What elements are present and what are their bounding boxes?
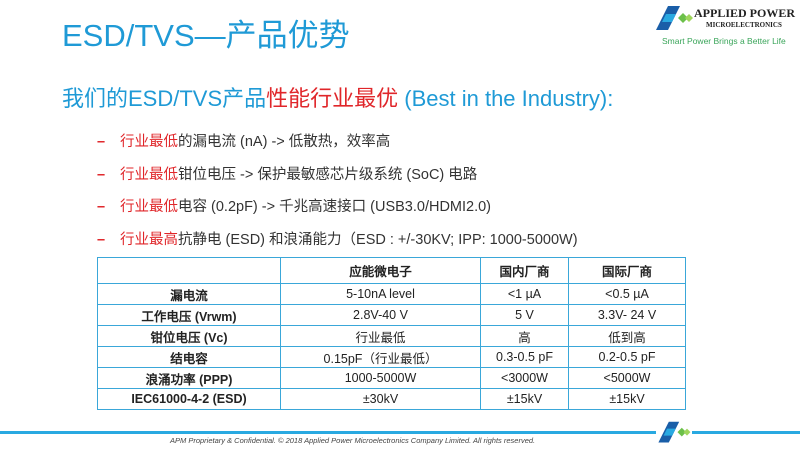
footer-divider	[0, 431, 800, 434]
slide-title: ESD/TVS—产品优势	[62, 18, 350, 53]
bullet-list: – 行业最低的漏电流 (nA) -> 低散热，效率高 – 行业最低钳位电压 -> 保…	[97, 132, 578, 262]
bullet-text: 的漏电流 (nA) -> 低散热，效率高	[178, 134, 391, 150]
row-label-cell: 工作电压 (Vrwm)	[97, 304, 281, 326]
section-heading: 我们的ESD/TVS产品性能行业最优 (Best in the Industry…	[62, 86, 613, 112]
heading-highlight: 性能行业最优	[266, 86, 399, 111]
table-row: 钳位电压 (Vc) 行业最低高低到高	[97, 325, 686, 347]
table-row: 结电容 0.15pF（行业最低） 0.3-0.5 pF 0.2-0.5 pF	[97, 346, 686, 368]
bullet-text: 钳位电压 -> 保护最敏感芯片级系统 (SoC) 电路	[178, 166, 478, 183]
table-cell: 0.2-0.5 pF	[568, 346, 686, 368]
table-header-row: 应能微电子 国内厂商 国际厂商	[97, 257, 686, 284]
table-cell: 0.3-0.5 pF	[480, 346, 569, 368]
table-cell: 低到高	[568, 325, 686, 347]
row-label-cell: IEC61000-4-2 (ESD)	[97, 388, 281, 410]
table-cell: ±30kV	[280, 388, 481, 410]
row-label-cell: 钳位电压 (Vc)	[97, 325, 281, 347]
bullet-item: – 行业最低电容 (0.2pF) -> 千兆高速接口 (USB3.0/HDMI2.…	[97, 197, 578, 230]
row-label-cell: 漏电流	[97, 283, 281, 305]
table-row: 漏电流 5-10nA level <1 µA <0.5 µA	[97, 283, 686, 305]
bullet-highlight: 行业最高	[120, 231, 178, 248]
table-cell: <3000W	[480, 367, 569, 389]
bullet-highlight: 行业最低	[120, 134, 178, 150]
footer-logo	[656, 420, 692, 446]
header-cell: 国内厂商	[480, 257, 569, 284]
header-cell: 应能微电子	[280, 257, 481, 284]
table-cell: 1000-5000W	[280, 367, 481, 389]
apm-logo-icon	[656, 6, 693, 30]
bullet-item: – 行业最低的漏电流 (nA) -> 低散热，效率高	[97, 132, 578, 165]
bullet-highlight: 行业最低	[120, 166, 178, 183]
table-cell: 5 V	[480, 304, 569, 326]
table-cell: 行业最低	[280, 325, 481, 347]
bullet-text: 抗静电 (ESD) 和浪涌能力（ESD : +/-30KV; IPP: 1000…	[178, 231, 578, 248]
table-cell: <5000W	[568, 367, 686, 389]
header-cell	[97, 257, 281, 284]
bullet-dash: –	[97, 166, 106, 183]
table-row: 浪涌功率 (PPP) 1000-5000W <3000W <5000W	[97, 367, 686, 389]
bullet-item: – 行业最低钳位电压 -> 保护最敏感芯片级系统 (SoC) 电路	[97, 165, 578, 198]
table-cell: 0.15pF（行业最低）	[280, 346, 481, 368]
header-cell: 国际厂商	[568, 257, 686, 284]
logo-name-line2: MICROELECTRONICS	[706, 21, 782, 29]
table-cell: <0.5 µA	[568, 283, 686, 305]
heading-suffix: (Best in the Industry):	[398, 86, 614, 111]
table-cell: 2.8V-40 V	[280, 304, 481, 326]
table-cell: ±15kV	[568, 388, 686, 410]
logo-tagline: Smart Power Brings a Better Life	[662, 36, 786, 46]
bullet-text: 电容 (0.2pF) -> 千兆高速接口 (USB3.0/HDMI2.0)	[178, 199, 492, 215]
heading-prefix: 我们的ESD/TVS产品	[62, 86, 267, 111]
table-cell: 3.3V- 24 V	[568, 304, 686, 326]
bullet-dash: –	[97, 231, 106, 248]
apm-logo-icon	[658, 421, 691, 443]
bullet-highlight: 行业最低	[120, 199, 178, 215]
table-cell: ±15kV	[480, 388, 569, 410]
logo-name-line1: APPLIED POWER	[694, 6, 796, 20]
table-cell: 5-10nA level	[280, 283, 481, 305]
bullet-dash: –	[97, 134, 106, 150]
comparison-table: 应能微电子 国内厂商 国际厂商 漏电流 5-10nA level <1 µA <0.5…	[97, 257, 686, 410]
table-cell: <1 µA	[480, 283, 569, 305]
row-label-cell: 结电容	[97, 346, 281, 368]
bullet-dash: –	[97, 199, 106, 215]
table-row: IEC61000-4-2 (ESD) ±30kV ±15kV ±15kV	[97, 388, 686, 410]
footer-copyright: APM Proprietary & Confidential. © 2018 A…	[170, 436, 536, 445]
bullet-item: – 行业最高抗静电 (ESD) 和浪涌能力（ESD : +/-30KV; IPP:…	[97, 230, 578, 263]
company-logo: APPLIED POWER MICROELECTRONICS Smart Pow…	[650, 2, 800, 52]
table-cell: 高	[480, 325, 569, 347]
row-label-cell: 浪涌功率 (PPP)	[97, 367, 281, 389]
